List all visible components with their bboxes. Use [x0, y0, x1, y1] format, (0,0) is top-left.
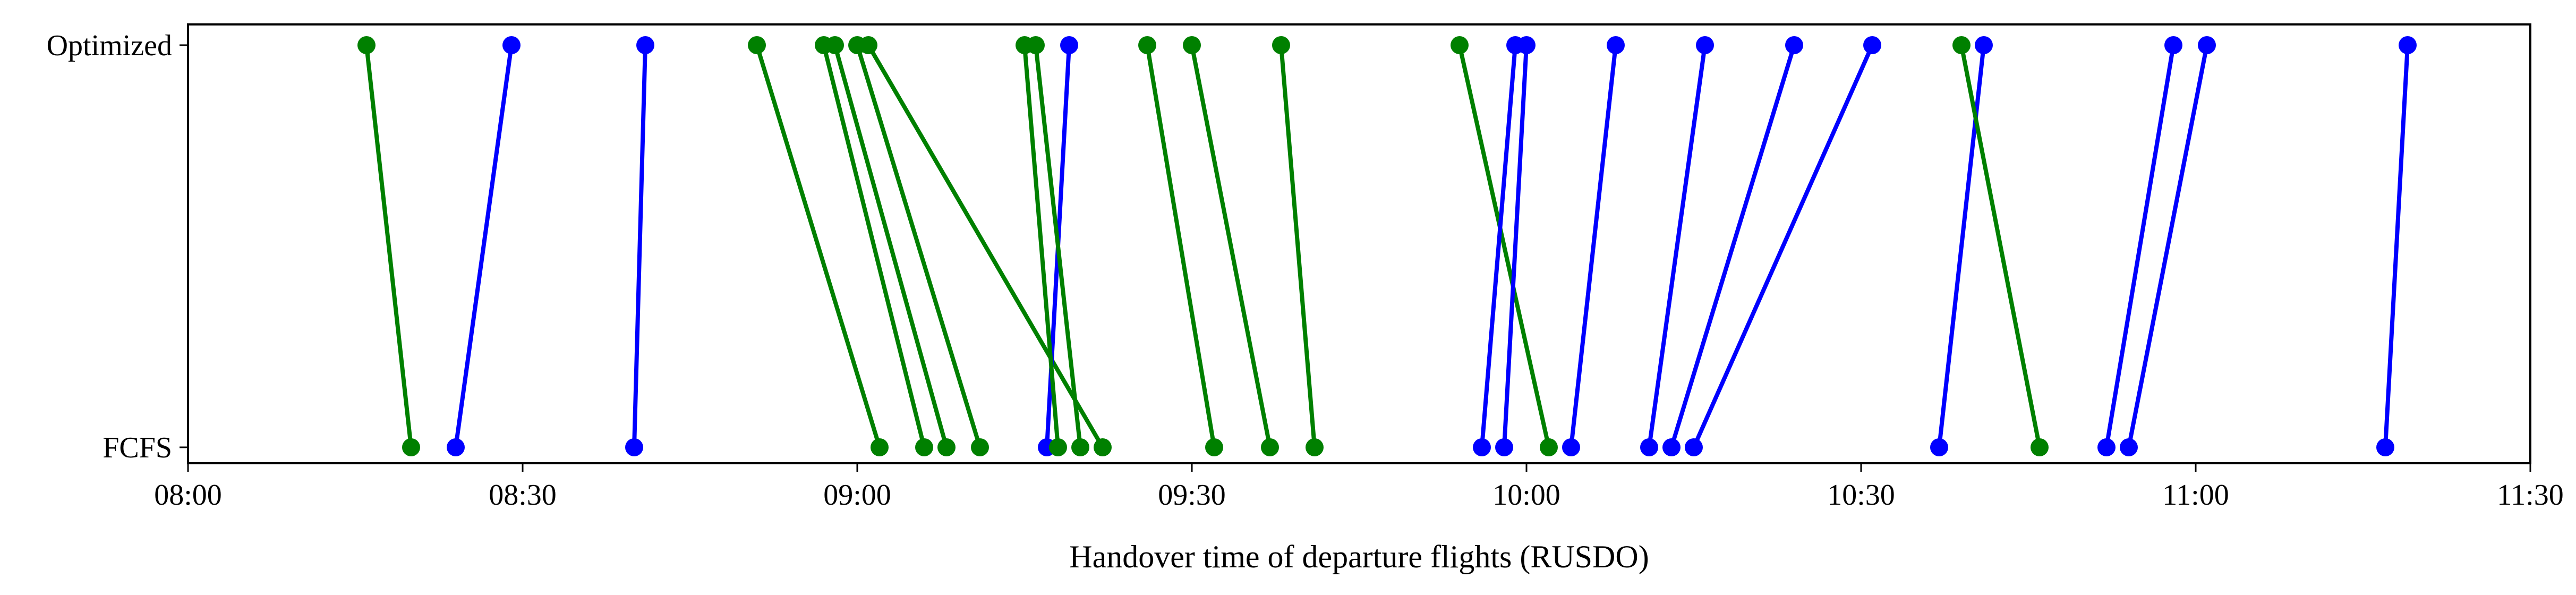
- optimized-point: [502, 36, 521, 54]
- fcfs-point: [1662, 438, 1681, 456]
- fcfs-point: [447, 438, 465, 456]
- optimized-point: [1863, 36, 1881, 54]
- optimized-point: [1975, 36, 1993, 54]
- flight-connector-line: [1457, 43, 1551, 449]
- fcfs-point: [2097, 438, 2116, 456]
- flight-connector-line: [755, 43, 882, 449]
- optimized-point: [1785, 36, 1803, 54]
- optimized-point: [1183, 36, 1201, 54]
- optimized-point: [1952, 36, 1971, 54]
- flight-connector-line: [1034, 43, 1082, 449]
- fcfs-point: [1495, 438, 1513, 456]
- optimized-point: [859, 36, 877, 54]
- fcfs-point: [937, 438, 956, 456]
- flight-connector-line: [1692, 43, 1874, 449]
- optimized-point: [748, 36, 766, 54]
- flight-connector-line: [1190, 43, 1272, 449]
- optimized-point: [1138, 36, 1156, 54]
- x-tick-label: 09:00: [823, 479, 891, 512]
- fcfs-point: [402, 438, 420, 456]
- connector-lines: [364, 43, 2410, 449]
- flight-connector-line: [1569, 43, 1618, 449]
- optimized-point: [2399, 36, 2417, 54]
- fcfs-point: [915, 438, 933, 456]
- fcfs-point: [1930, 438, 1948, 456]
- x-tick-label: 08:30: [489, 479, 557, 512]
- flight-connector-line: [833, 43, 949, 449]
- flight-connector-line: [1145, 43, 1216, 449]
- optimized-point: [1607, 36, 1625, 54]
- flight-connector-line: [1480, 43, 1517, 449]
- flight-connector-line: [822, 43, 926, 449]
- x-tick-label: 09:30: [1158, 479, 1226, 512]
- optimized-point: [1272, 36, 1290, 54]
- fcfs-point: [1205, 438, 1223, 456]
- fcfs-point: [2031, 438, 2049, 456]
- flight-connector-line: [2127, 43, 2209, 449]
- flight-connector-line: [1022, 43, 1060, 449]
- fcfs-point: [971, 438, 989, 456]
- optimized-point: [2164, 36, 2182, 54]
- optimized-point: [1451, 36, 1469, 54]
- flight-connector-line: [454, 43, 514, 449]
- x-tick-label: 08:00: [154, 479, 222, 512]
- flight-connector-line: [1279, 43, 1317, 449]
- fcfs-point: [1562, 438, 1580, 456]
- optimized-point: [1060, 36, 1078, 54]
- x-axis-ticks: 08:00 08:30 09:00 09:30 10:00 10:30 11:00 11:30: [154, 463, 2564, 512]
- fcfs-point: [1640, 438, 1658, 456]
- flight-connector-line: [1959, 43, 2042, 449]
- fcfs-point: [1473, 438, 1491, 456]
- x-tick-label: 11:30: [2497, 479, 2563, 512]
- flight-connector-line: [364, 43, 413, 449]
- fcfs-point: [1071, 438, 1089, 456]
- flight-connector-line: [1502, 43, 1529, 449]
- x-tick-label: 10:00: [1492, 479, 1560, 512]
- optimized-point: [1517, 36, 1536, 54]
- fcfs-point: [1540, 438, 1558, 456]
- optimized-point: [1696, 36, 1714, 54]
- flight-connector-line: [1647, 43, 1707, 449]
- x-tick-label: 10:30: [1827, 479, 1895, 512]
- fcfs-point: [1049, 438, 1067, 456]
- fcfs-point: [1306, 438, 1324, 456]
- optimized-point: [826, 36, 844, 54]
- flight-connector-line: [2104, 43, 2176, 449]
- fcfs-point: [1261, 438, 1279, 456]
- flight-connector-line: [866, 43, 1105, 449]
- flight-connector-line: [632, 43, 647, 449]
- optimized-point: [636, 36, 654, 54]
- flight-connector-line: [1669, 43, 1796, 449]
- fcfs-point: [871, 438, 889, 456]
- y-tick-label: FCFS: [103, 431, 172, 464]
- data-points: [357, 36, 2417, 456]
- y-axis-ticks: FCFS Optimized: [47, 29, 188, 464]
- fcfs-point: [1094, 438, 1112, 456]
- fcfs-point: [2120, 438, 2138, 456]
- flight-connector-line: [855, 43, 982, 449]
- flight-connector-line: [1937, 43, 1986, 449]
- plot-area-frame: [187, 23, 2531, 464]
- fcfs-point: [625, 438, 643, 456]
- fcfs-point: [2376, 438, 2394, 456]
- x-tick-label: 11:00: [2162, 479, 2229, 512]
- fcfs-point: [1685, 438, 1703, 456]
- optimized-point: [1027, 36, 1045, 54]
- optimized-point: [2198, 36, 2216, 54]
- flight-connector-line: [2383, 43, 2410, 449]
- optimized-point: [357, 36, 376, 54]
- y-tick-label: Optimized: [47, 29, 172, 62]
- x-axis-label: Handover time of departure flights (RUSD…: [1069, 539, 1649, 574]
